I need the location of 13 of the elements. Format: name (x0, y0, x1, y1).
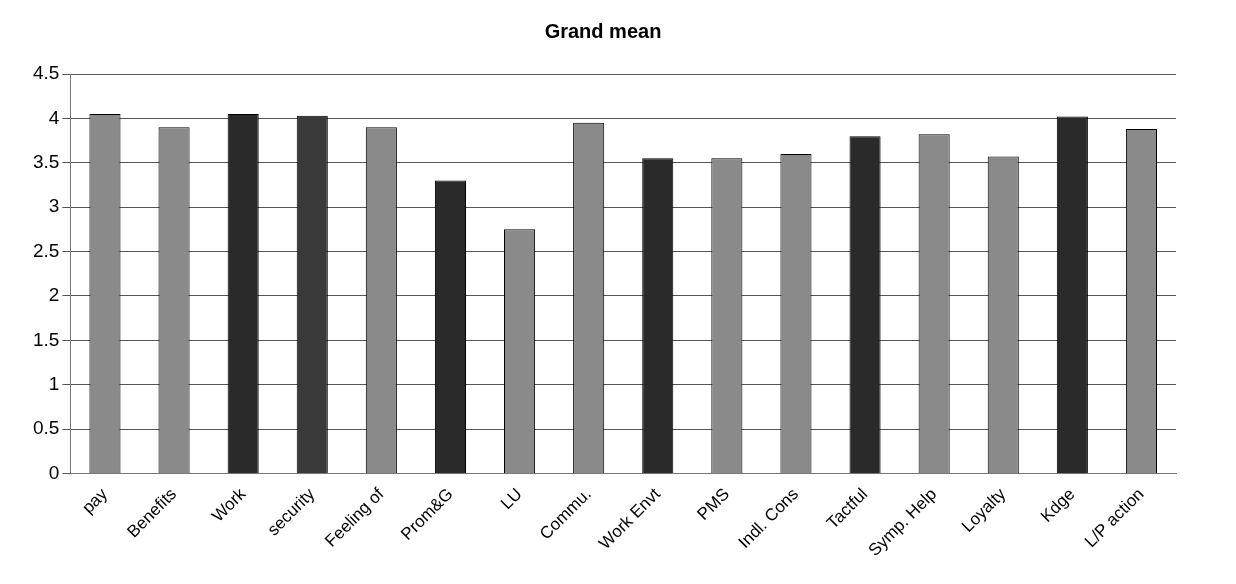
y-tick-label: 0 (48, 461, 60, 483)
y-tick-label: 2 (48, 284, 60, 306)
chart-title: Grand mean (544, 19, 662, 42)
y-tick-label: 4.5 (32, 62, 60, 84)
y-tick-label: 1.5 (32, 328, 60, 350)
x-tick-label: LU (496, 484, 526, 514)
y-tick-label: 0.5 (32, 417, 60, 439)
y-tick-label: 3.5 (32, 151, 60, 172)
y-tick-label: 3 (48, 195, 60, 217)
y-tick-label: 2.5 (32, 239, 60, 261)
y-tick-label: 1 (48, 372, 60, 394)
y-tick-label: 4 (48, 106, 60, 128)
x-tick-label: pay (78, 484, 112, 518)
